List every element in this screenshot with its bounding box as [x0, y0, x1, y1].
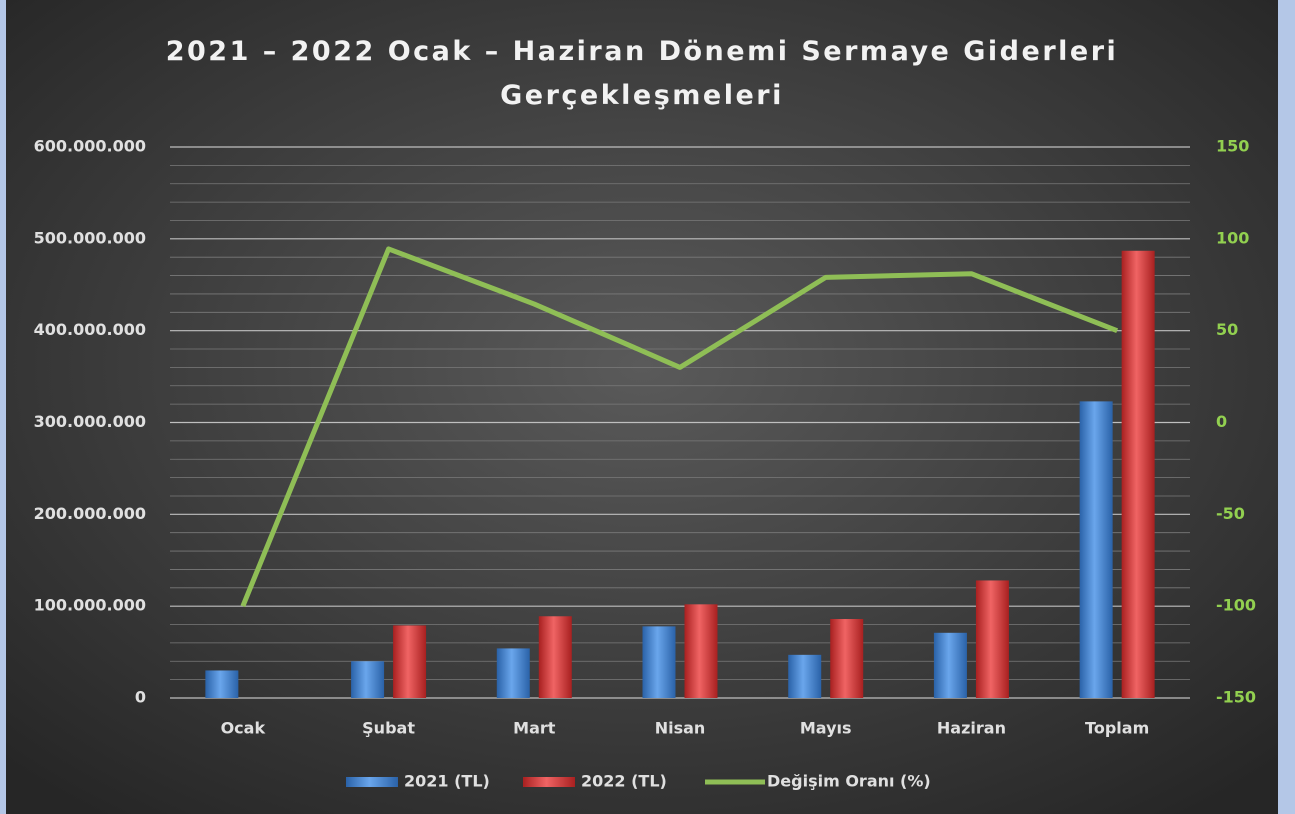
legend-swatch	[346, 777, 398, 787]
legend-swatch	[523, 777, 575, 787]
y-tick-label: 200.000.000	[34, 504, 146, 523]
chart-area: 0 100.000.000 200.000.000 300.000.000 400.00…	[6, 0, 1278, 814]
y2-tick-label: -50	[1216, 504, 1245, 523]
y2-tick-label: -150	[1216, 688, 1256, 707]
x-tick-label: Toplam	[1085, 719, 1149, 738]
y-tick-label: 500.000.000	[34, 228, 146, 247]
y2-tick-label: 100	[1216, 228, 1249, 247]
bar	[351, 661, 385, 698]
bar	[538, 616, 572, 698]
bar	[684, 604, 718, 698]
y-tick-label: 300.000.000	[34, 412, 146, 431]
y-tick-label: 100.000.000	[34, 596, 146, 615]
bar	[205, 670, 239, 698]
y-tick-label: 600.000.000	[34, 137, 146, 156]
y-tick-label: 400.000.000	[34, 320, 146, 339]
bar	[393, 625, 427, 698]
y2-tick-label: 150	[1216, 137, 1249, 156]
legend-label: 2022 (TL)	[581, 772, 667, 791]
legend-label: 2021 (TL)	[404, 772, 490, 791]
y2-tick-label: -100	[1216, 596, 1256, 615]
bar	[1079, 401, 1113, 698]
x-tick-label: Mayıs	[800, 719, 852, 738]
y2-tick-label: 0	[1216, 412, 1227, 431]
chart: 0 100.000.000 200.000.000 300.000.000 400.00…	[6, 0, 1278, 814]
x-tick-label: Ocak	[221, 719, 266, 738]
x-tick-label: Mart	[513, 719, 556, 738]
y-tick-label: 0	[135, 688, 146, 707]
bar	[1121, 250, 1155, 698]
bar	[642, 626, 676, 698]
y2-tick-label: 50	[1216, 320, 1238, 339]
bar	[496, 648, 530, 698]
bar	[830, 619, 864, 698]
bar	[933, 632, 967, 698]
x-tick-label: Nisan	[655, 719, 706, 738]
x-tick-label: Şubat	[362, 719, 415, 738]
legend-label: Değişim Oranı (%)	[767, 772, 931, 791]
bar	[788, 654, 822, 698]
bar	[975, 580, 1009, 698]
line	[240, 246, 1119, 608]
x-tick-label: Haziran	[937, 719, 1006, 738]
chart-title: 2021 – 2022 Ocak – Haziran Dönemi Sermay…	[165, 36, 1119, 111]
